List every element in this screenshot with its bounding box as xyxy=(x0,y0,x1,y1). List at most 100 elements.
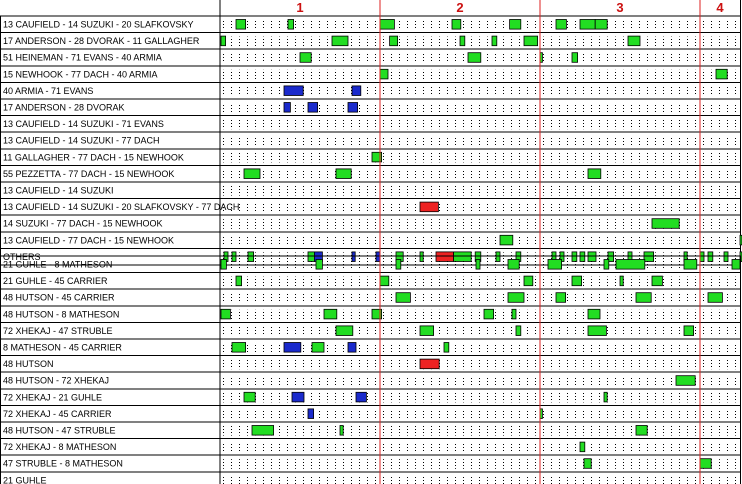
shift-bar-green xyxy=(243,168,261,179)
shift-bar-green xyxy=(627,35,641,47)
shift-bar-blue xyxy=(355,391,367,403)
row-label: 13 CAUFIELD - 14 SUZUKI - 20 SLAFKOVSKY … xyxy=(3,202,239,212)
grid-dots xyxy=(222,235,738,246)
grid-dots xyxy=(222,103,738,113)
shift-bar-green xyxy=(507,259,520,270)
row-label: 8 MATHESON - 45 CARRIER xyxy=(3,343,122,353)
shift-bar-green xyxy=(395,259,402,270)
shift-bar-green xyxy=(483,308,495,320)
shift-bar-green xyxy=(731,259,741,270)
shift-bar-red xyxy=(419,358,440,370)
shift-bar-green xyxy=(715,68,728,80)
shift-bar-green xyxy=(243,391,256,403)
shift-bar-green xyxy=(571,275,583,287)
grid-dots xyxy=(222,426,738,436)
row-label: 21 GUHLE xyxy=(3,475,47,484)
shift-bar-green xyxy=(555,292,567,303)
grid-dots xyxy=(222,186,738,196)
grid-dots xyxy=(222,276,738,287)
row-label: 55 PEZZETTA - 77 DACH - 15 NEWHOOK xyxy=(3,169,174,179)
grid-dots xyxy=(222,136,738,146)
shift-bar-green xyxy=(299,52,312,63)
shift-bar-green xyxy=(579,19,596,30)
grid-dots xyxy=(222,326,738,336)
shift-bar-green xyxy=(571,52,578,63)
grid-dots xyxy=(222,475,738,484)
grid-dots xyxy=(222,293,738,303)
row-label: 72 XHEKAJ - 47 STRUBLE xyxy=(3,326,113,336)
shift-bar-blue xyxy=(283,85,304,96)
shift-bar-green xyxy=(475,259,481,270)
row-label: 48 HUTSON - 72 XHEKAJ xyxy=(3,376,109,386)
shift-bar-red xyxy=(419,201,439,213)
shift-bar-green xyxy=(523,35,539,47)
shift-bar-green xyxy=(683,325,695,336)
row-label: 14 SUZUKI - 77 DACH - 15 NEWHOOK xyxy=(3,219,163,229)
shift-bar-green xyxy=(287,19,294,30)
shift-bar-green xyxy=(509,19,522,30)
shift-bar-blue xyxy=(347,342,357,353)
row-label: 17 ANDERSON - 28 DVORAK - 11 GALLAGHER xyxy=(3,36,200,46)
shift-bar-green xyxy=(683,259,698,270)
shift-bar-green xyxy=(675,375,696,386)
grid-dots xyxy=(222,69,738,80)
grid-dots xyxy=(222,219,738,229)
shift-bar-green xyxy=(311,342,325,353)
grid-dots xyxy=(222,343,738,353)
grid-dots xyxy=(222,459,738,469)
grid-dots xyxy=(222,442,738,453)
row-label: 15 NEWHOOK - 77 DACH - 40 ARMIA xyxy=(3,69,158,79)
shift-bar-green xyxy=(587,325,607,336)
shift-bar-green xyxy=(587,168,602,179)
shift-bar-green xyxy=(499,234,514,246)
shift-bar-green xyxy=(579,441,586,453)
row-label: 72 XHEKAJ - 21 GUHLE xyxy=(3,392,102,402)
row-label: 21 GUHLE - 45 CARRIER xyxy=(3,276,108,286)
shift-bar-green xyxy=(491,35,498,47)
shift-bar-green xyxy=(619,275,624,287)
grid-dots xyxy=(222,169,738,179)
shift-bar-green xyxy=(331,35,349,47)
shift-bar-green xyxy=(594,19,608,30)
shift-bar-green xyxy=(251,425,275,436)
shift-bar-green xyxy=(451,19,462,30)
shift-bar-green xyxy=(371,308,383,320)
shift-bar-green xyxy=(220,308,231,320)
shift-bar-blue xyxy=(291,391,305,403)
period-label-4: 4 xyxy=(716,0,724,15)
shift-bar-green xyxy=(323,308,338,320)
row-label: 48 HUTSON - 8 MATHESON xyxy=(3,309,119,319)
shift-bar-green xyxy=(583,458,592,469)
shift-bar-green xyxy=(555,19,567,30)
shift-bar-blue xyxy=(307,102,319,113)
shift-bar-blue xyxy=(307,408,314,419)
shift-bar-green xyxy=(379,19,395,30)
grid-dots xyxy=(222,309,738,320)
row-label: 72 XHEKAJ - 45 CARRIER xyxy=(3,409,112,419)
row-label: 13 CAUFIELD - 14 SUZUKI xyxy=(3,186,114,196)
period-label-2: 2 xyxy=(456,0,463,15)
row-label: 48 HUTSON xyxy=(3,359,54,369)
grid-dots xyxy=(222,152,738,163)
shift-bar-green xyxy=(389,35,399,47)
shift-bar-green xyxy=(587,308,601,320)
shift-bar-green xyxy=(335,168,352,179)
row-label: 40 ARMIA - 71 EVANS xyxy=(3,86,93,96)
grid-dots xyxy=(222,20,738,30)
shift-bar-green xyxy=(651,218,680,229)
row-label: 48 HUTSON - 47 STRUBLE xyxy=(3,426,116,436)
shift-bar-green xyxy=(379,68,389,80)
shift-bar-blue xyxy=(351,85,362,96)
shift-bar-green xyxy=(603,259,610,270)
shift-bar-green xyxy=(459,35,466,47)
shift-bar-green xyxy=(507,292,525,303)
shift-bar-green xyxy=(371,151,383,163)
shift-bar-green xyxy=(635,292,652,303)
grid-dots xyxy=(222,376,738,386)
shift-bar-blue xyxy=(283,342,302,353)
shift-bar-blue xyxy=(283,102,291,113)
shift-bar-green xyxy=(511,308,517,320)
shift-bar-green xyxy=(467,52,482,63)
